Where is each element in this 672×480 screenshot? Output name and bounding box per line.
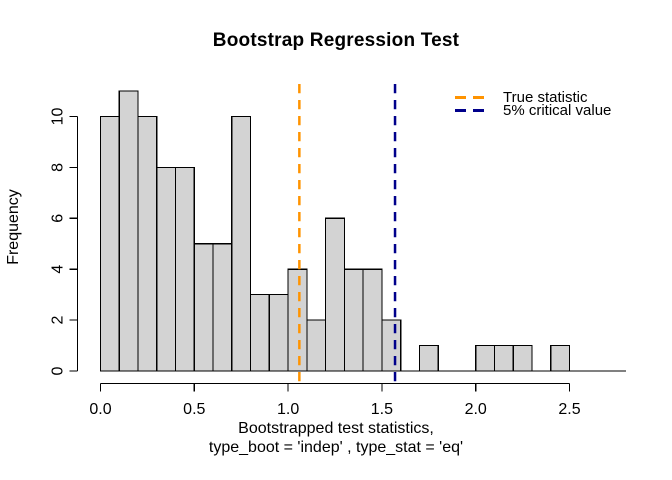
dashed-line-swatch-true-statistic <box>455 96 488 99</box>
histogram-bar <box>174 166 195 372</box>
x-tick-label: 2.0 <box>465 401 487 418</box>
histogram-bar <box>156 166 177 372</box>
histogram-bar <box>418 345 439 372</box>
y-tick-label: 0 <box>50 366 67 375</box>
y-tick-label: 8 <box>50 163 67 172</box>
legend-label-critical-value: 5% critical value <box>503 102 612 119</box>
y-tick-label: 10 <box>50 108 67 126</box>
x-axis-label-line1: Bootstrapped test statistics, <box>238 420 434 437</box>
histogram-bar <box>231 115 252 372</box>
histogram-bar <box>212 243 233 372</box>
histogram-bar <box>306 319 327 372</box>
x-axis-label-line2: type_boot = 'indep' , type_stat = 'eq' <box>208 439 464 456</box>
histogram-bar <box>287 268 308 372</box>
dashed-line-swatch-critical-value <box>455 109 488 112</box>
legend-item-critical-value: 5% critical value <box>455 102 612 119</box>
x-tick-label: 1.0 <box>277 401 299 418</box>
chart-title: Bootstrap Regression Test <box>212 30 460 51</box>
y-axis-label: Frequency <box>5 189 22 265</box>
histogram-bar <box>550 345 571 372</box>
histogram-bar <box>512 345 533 372</box>
x-tick-label: 2.5 <box>558 401 580 418</box>
legend-item-true-statistic: True statistic <box>455 89 611 106</box>
histogram-bar <box>362 268 383 372</box>
legend-label-true-statistic: True statistic <box>503 89 588 106</box>
histogram-bar <box>343 268 364 372</box>
histogram-bar <box>193 243 214 372</box>
histogram-bar <box>118 90 139 372</box>
histogram-bar <box>475 345 496 372</box>
histogram-bar <box>381 319 402 372</box>
x-tick-label: 1.5 <box>371 401 393 418</box>
legend: True statistic 5% critical value <box>455 89 612 119</box>
y-tick-label: 2 <box>50 316 67 325</box>
histogram-bar <box>250 294 271 372</box>
y-tick-label: 4 <box>50 265 67 274</box>
histogram-bar <box>137 115 158 372</box>
histogram-bar <box>268 294 289 372</box>
histogram-bar <box>99 115 120 372</box>
x-tick-label: 0.0 <box>89 401 111 418</box>
histogram-bar <box>493 345 514 372</box>
histogram-bar <box>325 217 346 372</box>
y-tick-label: 6 <box>50 214 67 223</box>
x-tick-label: 0.5 <box>183 401 205 418</box>
